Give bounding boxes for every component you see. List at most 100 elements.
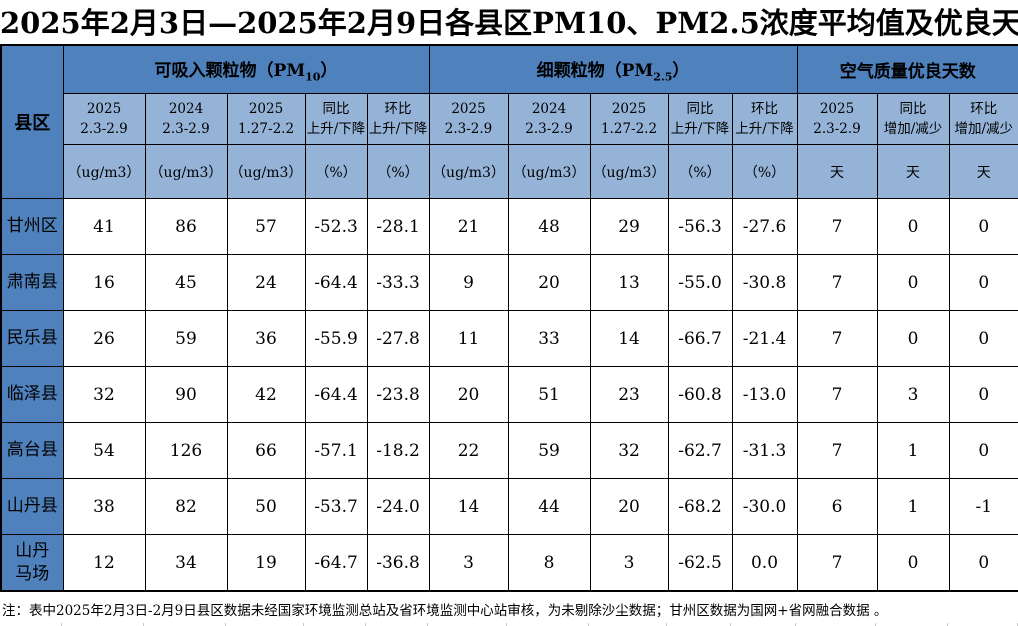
data-cell: -30.0 <box>731 478 798 535</box>
section-pm25-suffix: ） <box>672 60 690 81</box>
data-cell: 9 <box>428 254 509 311</box>
table-body: 甘州区 41 86 57 -52.3 -28.1 21 48 29 -56.3 -27.6 7 0 0 肃南… <box>0 198 1018 592</box>
data-cell: 90 <box>144 366 228 423</box>
table-row: 临泽县 32 90 42 -64.4 -23.8 20 51 23 -60.8 -13.0 7 3 0 <box>0 366 1018 423</box>
county-name: 甘州区 <box>0 198 64 255</box>
data-cell: 7 <box>796 534 878 592</box>
data-cell: 3 <box>428 534 509 592</box>
data-cell: 66 <box>226 422 306 479</box>
page-title: 2025年2月3日—2025年2月9日各县区PM10、PM2.5浓度平均值及优良… <box>0 6 1018 40</box>
pm10-subscript: 10 <box>305 70 321 84</box>
table-row: 高台县 54 126 66 -57.1 -18.2 22 59 32 -62.7 -31.3 7 1 0 <box>0 422 1018 479</box>
county-name: 民乐县 <box>0 310 64 367</box>
col-header: 2024 2.3-2.9 <box>144 93 228 145</box>
data-cell: 7 <box>796 422 878 479</box>
section-pm10: 可吸入颗粒物（PM10） <box>62 44 430 94</box>
data-cell: -24.0 <box>366 478 430 535</box>
data-cell: 86 <box>144 198 228 255</box>
unit-label: （ug/m3） <box>589 144 669 199</box>
section-pm25-label: 细颗粒物（PM <box>536 60 654 81</box>
gridline-cell <box>667 623 731 626</box>
gridline-cell <box>144 623 226 626</box>
gridline-cell <box>428 623 507 626</box>
data-cell: -27.6 <box>731 198 798 255</box>
table-row: 肃南县 16 45 24 -64.4 -33.3 9 20 13 -55.0 -30.8 7 0 0 <box>0 254 1018 311</box>
data-cell: 24 <box>226 254 306 311</box>
data-cell: 32 <box>589 422 669 479</box>
data-cell: -27.8 <box>366 310 430 367</box>
data-cell: -64.4 <box>304 366 368 423</box>
data-cell: -57.1 <box>304 422 368 479</box>
data-cell: -1 <box>948 478 1018 535</box>
section-pm10-label: 可吸入颗粒物（PM <box>154 60 306 81</box>
data-cell: 11 <box>428 310 509 367</box>
unit-label: 天 <box>948 144 1018 199</box>
data-cell: -28.1 <box>366 198 430 255</box>
county-name: 高台县 <box>0 422 64 479</box>
gridline-cell <box>589 623 667 626</box>
data-cell: 33 <box>507 310 591 367</box>
data-cell: -36.8 <box>366 534 430 592</box>
data-cell: 0 <box>948 422 1018 479</box>
data-cell: 13 <box>589 254 669 311</box>
data-cell: 0 <box>876 310 950 367</box>
gridline-cell <box>366 623 428 626</box>
data-cell: 20 <box>589 478 669 535</box>
unit-label: （ug/m3） <box>428 144 509 199</box>
unit-label: （ug/m3） <box>144 144 228 199</box>
data-cell: -56.3 <box>667 198 733 255</box>
data-cell: -64.4 <box>304 254 368 311</box>
data-cell: 7 <box>796 254 878 311</box>
section-pm25: 细颗粒物（PM2.5） <box>428 44 798 94</box>
data-cell: 0 <box>948 198 1018 255</box>
gridline-cell <box>796 623 876 626</box>
col-header: 2025 2.3-2.9 <box>62 93 146 145</box>
data-cell: 38 <box>62 478 146 535</box>
data-cell: 1 <box>876 422 950 479</box>
data-cell: 32 <box>62 366 146 423</box>
unit-label: （ug/m3） <box>62 144 146 199</box>
data-cell: -33.3 <box>366 254 430 311</box>
data-cell: 14 <box>428 478 509 535</box>
col-header: 环比 上升/下降 <box>731 93 798 145</box>
unit-label: （%） <box>667 144 733 199</box>
section-good-air-days: 空气质量优良天数 <box>796 44 1018 94</box>
data-cell: 50 <box>226 478 306 535</box>
data-cell: 12 <box>62 534 146 592</box>
data-cell: 0.0 <box>731 534 798 592</box>
data-cell: 29 <box>589 198 669 255</box>
gridline-cell <box>731 623 796 626</box>
data-cell: -68.2 <box>667 478 733 535</box>
data-cell: -53.7 <box>304 478 368 535</box>
data-cell: -18.2 <box>366 422 430 479</box>
data-cell: 20 <box>428 366 509 423</box>
section-pm10-suffix: ） <box>320 60 338 81</box>
data-cell: -23.8 <box>366 366 430 423</box>
col-header: 2025 2.3-2.9 <box>428 93 509 145</box>
data-cell: 20 <box>507 254 591 311</box>
gridline-cell <box>226 623 304 626</box>
data-cell: 3 <box>589 534 669 592</box>
gridline-cell <box>304 623 366 626</box>
table-row: 甘州区 41 86 57 -52.3 -28.1 21 48 29 -56.3 -27.6 7 0 0 <box>0 198 1018 255</box>
unit-label: （%） <box>731 144 798 199</box>
data-cell: 3 <box>876 366 950 423</box>
gridline-cell <box>62 623 144 626</box>
data-cell: 0 <box>948 254 1018 311</box>
data-cell: 7 <box>796 366 878 423</box>
data-cell: -60.8 <box>667 366 733 423</box>
data-cell: 21 <box>428 198 509 255</box>
data-cell: -62.7 <box>667 422 733 479</box>
data-cell: -13.0 <box>731 366 798 423</box>
unit-label: （ug/m3） <box>507 144 591 199</box>
gridline-cell <box>876 623 948 626</box>
data-cell: 36 <box>226 310 306 367</box>
data-cell: 0 <box>948 310 1018 367</box>
unit-label: 天 <box>876 144 950 199</box>
data-cell: -62.5 <box>667 534 733 592</box>
county-name: 肃南县 <box>0 254 64 311</box>
unit-label: （ug/m3） <box>226 144 306 199</box>
data-cell: -55.9 <box>304 310 368 367</box>
data-cell: 59 <box>144 310 228 367</box>
gridline-cell <box>0 623 62 626</box>
